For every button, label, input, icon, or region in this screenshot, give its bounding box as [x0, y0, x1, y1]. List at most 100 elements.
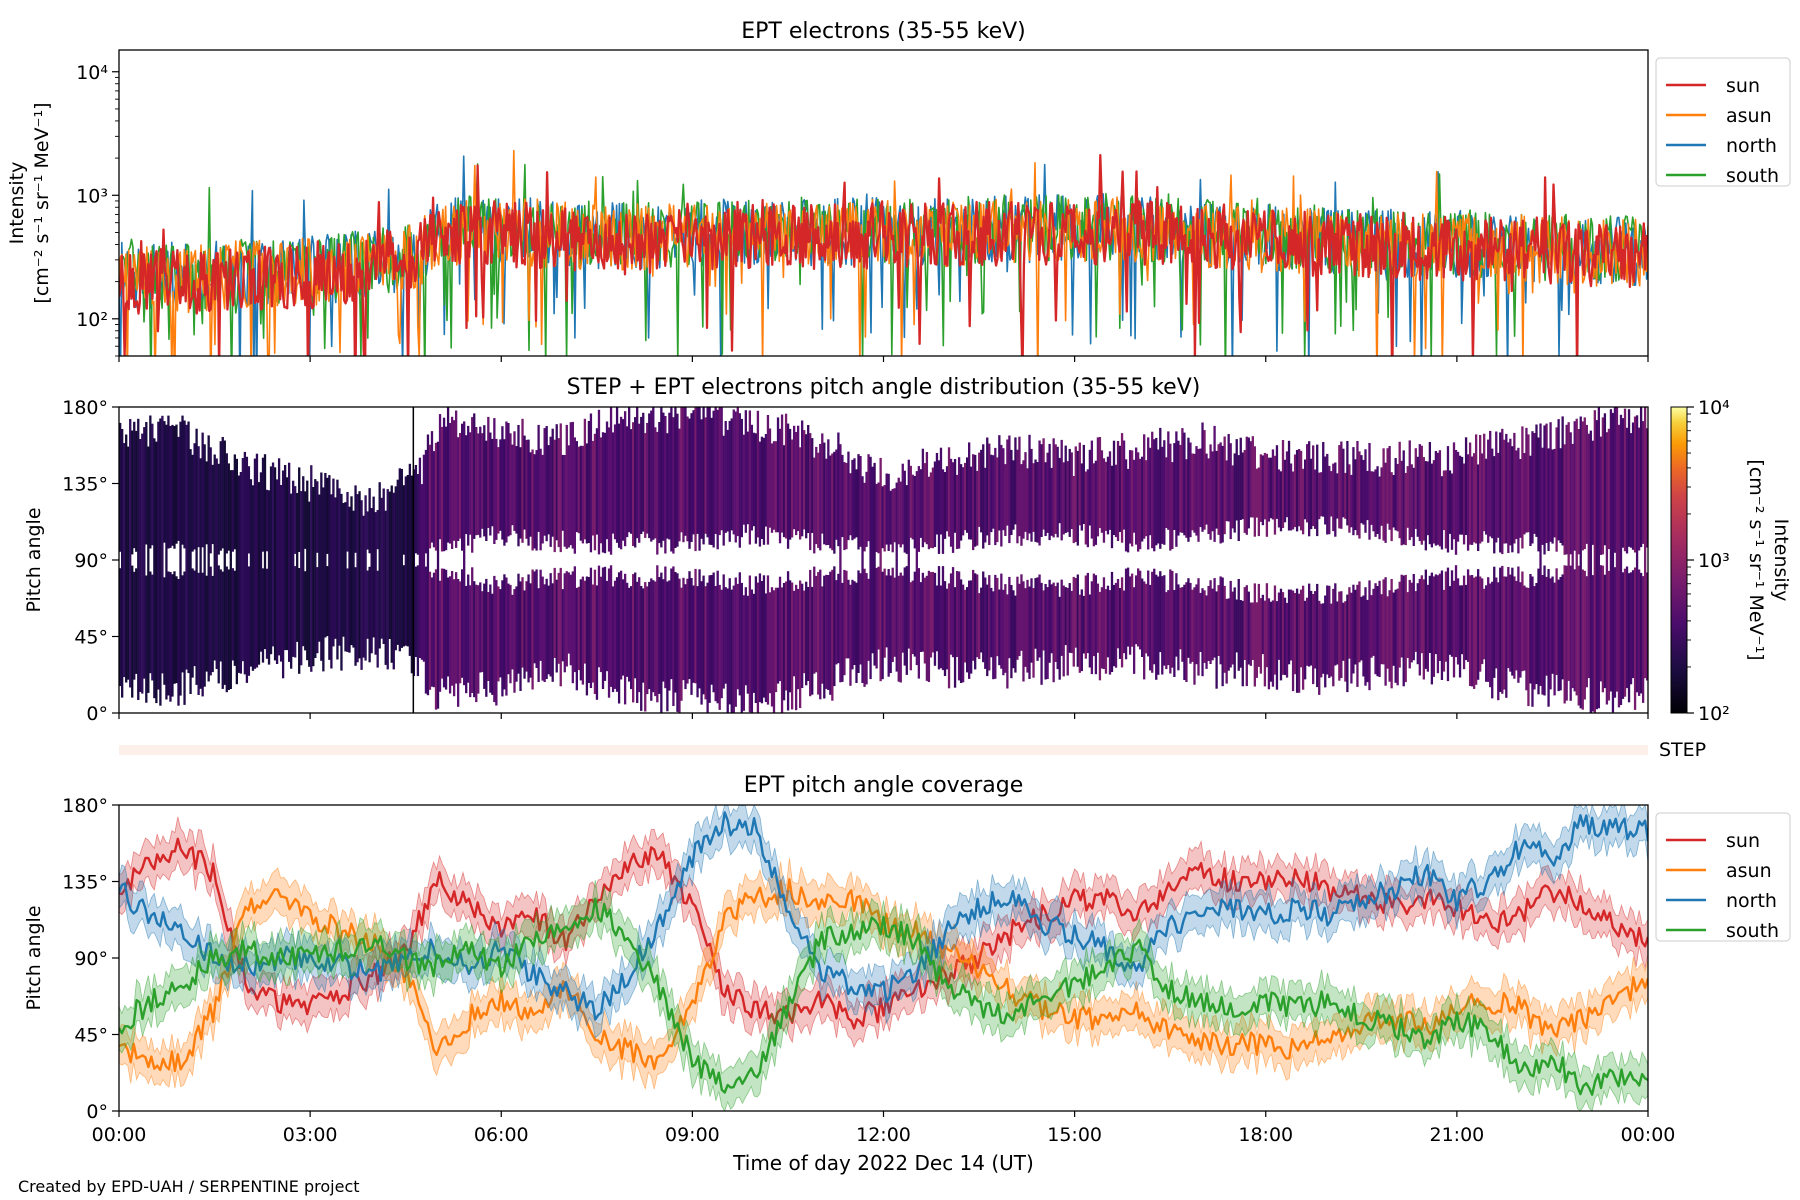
pad-heatmap-cell	[825, 574, 828, 689]
pad-heatmap-cell	[1330, 471, 1333, 517]
pad-heatmap-cell	[1141, 578, 1144, 657]
pad-colorbar-label-line2: [cm⁻² s⁻¹ sr⁻¹ MeV⁻¹]	[1745, 459, 1767, 660]
pad-heatmap-cell	[121, 429, 124, 698]
coverage-band-sun	[119, 816, 1648, 1049]
pad-heatmap-cell	[947, 583, 951, 689]
pad-heatmap-cell	[1092, 573, 1096, 657]
pad-heatmap-cell	[945, 588, 949, 670]
pad-heatmap-cell	[563, 573, 566, 673]
pad-heatmap-cell	[1076, 574, 1079, 667]
pad-heatmap-cell	[1529, 455, 1532, 546]
pad-heatmap-cell	[1495, 577, 1498, 669]
pad-heatmap-cell	[398, 468, 401, 652]
pad-heatmap-cell	[1426, 461, 1430, 536]
pad-heatmap-cell	[788, 428, 792, 540]
pad-heatmap-cell	[561, 589, 564, 662]
step-bar	[119, 745, 1648, 755]
pad-heatmap-cell	[1028, 434, 1031, 534]
pad-heatmap-cell	[1195, 446, 1198, 536]
pad-heatmap-cell	[416, 474, 420, 555]
pad-heatmap-cell	[1271, 600, 1275, 687]
pad-heatmap-cell	[1124, 459, 1128, 552]
pad-heatmap-cell	[271, 462, 275, 647]
pad-heatmap-cell	[1499, 567, 1502, 692]
pad-heatmap-cell	[1501, 565, 1504, 694]
pad-heatmap-cell	[1621, 418, 1625, 548]
pad-heatmap-cell	[656, 431, 659, 555]
pad-heatmap-cell	[668, 412, 671, 540]
pad-heatmap-cell	[1008, 576, 1011, 659]
pad-heatmap-cell	[497, 447, 500, 534]
pad-heatmap-cell	[364, 495, 367, 661]
pad-heatmap-cell	[388, 491, 391, 639]
pad-heatmap-cell	[1239, 600, 1242, 668]
pad-heatmap-cell	[1020, 464, 1023, 546]
pad-heatmap-cell	[440, 568, 444, 679]
pad-heatmap-cell	[636, 407, 639, 539]
pad-heatmap-cell	[849, 473, 852, 536]
pad-heatmap-cell	[1163, 440, 1166, 545]
pad-heatmap-cell	[676, 413, 679, 547]
pad-heatmap-cell	[157, 421, 160, 690]
pad-heatmap-cell	[1151, 431, 1154, 549]
pad-heatmap-cell	[949, 458, 953, 547]
pad-heatmap-cell	[1022, 460, 1025, 539]
pad-heatmap-cell	[788, 580, 792, 693]
pad-heatmap-cell	[1038, 440, 1041, 546]
pad-heatmap-cell	[1197, 578, 1200, 676]
pad-heatmap-cell	[851, 459, 854, 541]
pad-heatmap-cell	[577, 586, 581, 671]
pad-heatmap-cell	[1577, 429, 1580, 555]
pad-heatmap-cell	[141, 433, 144, 694]
pad-heatmap-cell	[933, 572, 937, 666]
pad-heatmap-cell	[533, 454, 536, 549]
pad-heatmap-cell	[1372, 588, 1375, 656]
pad-heatmap-cell	[1034, 578, 1037, 649]
pad-heatmap-cell	[587, 577, 591, 683]
pad-heatmap-cell	[1374, 469, 1377, 537]
pad-heatmap-cell	[1134, 447, 1138, 545]
pad-heatmap-cell	[736, 407, 739, 537]
pad-heatmap-cell	[1438, 450, 1442, 547]
pad-heatmap-cell	[567, 572, 570, 654]
pad-heatmap-cell	[1346, 441, 1349, 526]
pad-heatmap-cell	[1418, 444, 1421, 542]
pad-heatmap-cell	[1271, 449, 1275, 520]
pad-heatmap-cell	[380, 497, 383, 639]
pad-heatmap-cell	[970, 580, 973, 674]
pad-heatmap-cell	[1460, 456, 1464, 535]
legend-label-asun: asun	[1726, 105, 1772, 127]
coverage-x-ticks: 00:00 03:00 06:00 09:00 12:00 15:00 18:00 21:00…	[92, 1111, 1675, 1146]
pad-heatmap-cell	[1213, 578, 1216, 658]
pad-heatmap-cell	[595, 428, 599, 535]
pad-heatmap-cell	[1366, 599, 1369, 683]
pad-heatmap-cell	[149, 415, 152, 549]
pad-heatmap-cell	[1531, 576, 1534, 707]
pad-heatmap-cell	[1629, 572, 1633, 685]
pad-heatmap-cell	[1050, 584, 1053, 654]
pad-heatmap-cell	[1400, 574, 1403, 658]
pad-heatmap-cell	[1054, 444, 1057, 534]
pad-heatmap-cell	[446, 407, 450, 543]
pad-heatmap-cell	[764, 593, 768, 702]
pad-heatmap-cell	[1607, 428, 1611, 550]
pad-heatmap-cell	[509, 433, 512, 536]
pad-heatmap-cell	[519, 581, 522, 691]
pad-heatmap-cell	[477, 433, 480, 535]
pad-heatmap-cell	[764, 434, 768, 527]
pad-heatmap-cell	[149, 571, 152, 674]
pad-heatmap-cell	[1507, 442, 1510, 553]
pad-heatmap-cell	[1116, 441, 1120, 541]
pad-heatmap-cell	[634, 572, 637, 679]
pad-heatmap-cell	[473, 413, 476, 539]
pad-heatmap-cell	[119, 422, 122, 552]
pad-heatmap-cell	[1132, 587, 1136, 674]
pad-heatmap-cell	[221, 437, 224, 549]
pad-heatmap-cell	[859, 456, 862, 547]
pad-heatmap-cell	[444, 569, 448, 690]
pad-heatmap-cell	[1022, 581, 1025, 682]
pad-heatmap-cell	[1074, 578, 1077, 648]
pad-heatmap-cell	[607, 427, 611, 552]
pad-heatmap-cell	[1297, 449, 1301, 527]
pad-heatmap-cell	[1438, 573, 1442, 661]
